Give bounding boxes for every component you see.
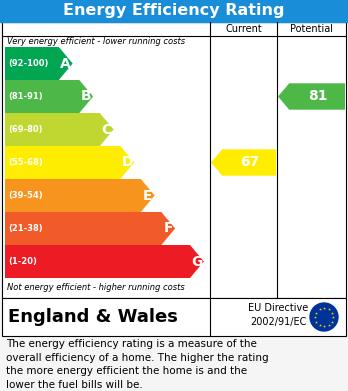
Text: (55-68): (55-68)	[8, 158, 43, 167]
Polygon shape	[5, 179, 155, 212]
Text: D: D	[121, 156, 133, 170]
Polygon shape	[5, 245, 204, 278]
Polygon shape	[5, 146, 134, 179]
Polygon shape	[5, 212, 175, 245]
Text: 81: 81	[308, 90, 328, 104]
Text: (1-20): (1-20)	[8, 257, 37, 266]
Text: 67: 67	[240, 156, 260, 170]
Text: EU Directive
2002/91/EC: EU Directive 2002/91/EC	[248, 303, 308, 326]
Text: (39-54): (39-54)	[8, 191, 42, 200]
Text: Current: Current	[225, 24, 262, 34]
Circle shape	[310, 303, 338, 331]
Text: England & Wales: England & Wales	[8, 308, 178, 326]
Bar	[2, 22, 346, 298]
Text: Energy Efficiency Rating: Energy Efficiency Rating	[63, 4, 285, 18]
Text: (92-100): (92-100)	[8, 59, 48, 68]
Text: Not energy efficient - higher running costs: Not energy efficient - higher running co…	[7, 283, 185, 292]
Polygon shape	[211, 149, 276, 176]
Text: E: E	[143, 188, 152, 203]
Text: Very energy efficient - lower running costs: Very energy efficient - lower running co…	[7, 37, 185, 46]
Polygon shape	[278, 83, 345, 110]
Text: F: F	[164, 221, 173, 235]
Polygon shape	[5, 80, 93, 113]
Polygon shape	[5, 113, 114, 146]
Text: C: C	[102, 122, 112, 136]
Text: The energy efficiency rating is a measure of the
overall efficiency of a home. T: The energy efficiency rating is a measur…	[6, 339, 269, 390]
Text: B: B	[81, 90, 92, 104]
Text: G: G	[191, 255, 203, 269]
Bar	[2, 298, 346, 336]
Text: Potential: Potential	[290, 24, 333, 34]
Text: A: A	[60, 57, 71, 70]
Text: (69-80): (69-80)	[8, 125, 42, 134]
Bar	[0, 0, 348, 22]
Polygon shape	[5, 47, 73, 80]
Text: (81-91): (81-91)	[8, 92, 42, 101]
Text: (21-38): (21-38)	[8, 224, 42, 233]
